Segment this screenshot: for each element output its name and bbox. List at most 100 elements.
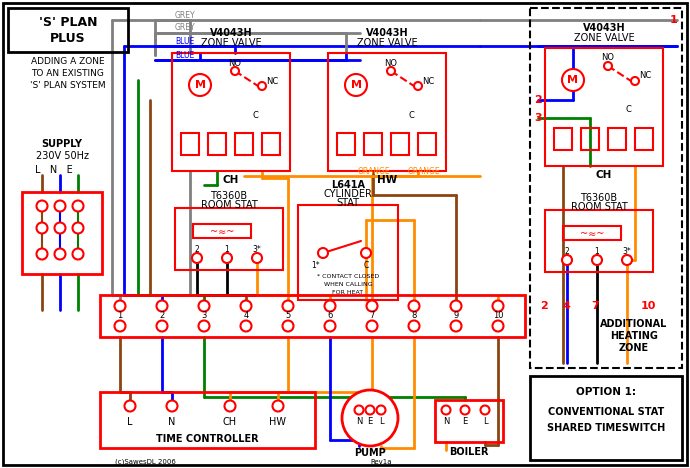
- Text: HW: HW: [377, 175, 397, 185]
- Circle shape: [241, 321, 251, 331]
- Text: PUMP: PUMP: [354, 448, 386, 458]
- Text: 6: 6: [327, 312, 333, 321]
- Text: L: L: [379, 417, 384, 426]
- Circle shape: [408, 300, 420, 312]
- Text: 1*: 1*: [312, 261, 320, 270]
- Text: N: N: [443, 417, 449, 426]
- Text: 3*: 3*: [622, 248, 631, 256]
- Text: BOILER: BOILER: [449, 447, 489, 457]
- Circle shape: [224, 401, 235, 411]
- Circle shape: [361, 248, 371, 258]
- Text: NC: NC: [422, 76, 434, 86]
- Text: 2: 2: [564, 248, 569, 256]
- Text: 'S' PLAN: 'S' PLAN: [39, 15, 97, 29]
- Bar: [563, 226, 621, 240]
- Text: CH: CH: [223, 417, 237, 427]
- Text: ADDING A ZONE: ADDING A ZONE: [31, 58, 105, 66]
- Text: STAT: STAT: [337, 198, 359, 208]
- Text: ZONE VALVE: ZONE VALVE: [573, 33, 634, 43]
- Circle shape: [366, 321, 377, 331]
- Bar: [391, 133, 409, 155]
- Text: 7: 7: [369, 312, 375, 321]
- Text: 9: 9: [453, 312, 459, 321]
- Text: M: M: [567, 75, 578, 85]
- Text: L: L: [483, 417, 487, 426]
- Bar: [175, 208, 283, 270]
- Circle shape: [366, 300, 377, 312]
- Text: 1: 1: [225, 246, 229, 255]
- Circle shape: [37, 222, 48, 234]
- Circle shape: [355, 405, 364, 415]
- Circle shape: [282, 321, 293, 331]
- Text: 4: 4: [562, 301, 570, 311]
- Circle shape: [604, 62, 612, 70]
- Text: 2: 2: [195, 246, 199, 255]
- Text: 4: 4: [244, 312, 248, 321]
- Text: GREY: GREY: [175, 23, 196, 32]
- Circle shape: [324, 321, 335, 331]
- Text: CYLINDER: CYLINDER: [324, 189, 373, 199]
- Text: * CONTACT CLOSED: * CONTACT CLOSED: [317, 275, 379, 279]
- Bar: [608, 128, 626, 150]
- Circle shape: [387, 67, 395, 75]
- Bar: [8, 8, 128, 52]
- Circle shape: [345, 74, 367, 96]
- Bar: [337, 133, 355, 155]
- Text: M: M: [195, 80, 206, 90]
- Text: ORANGE: ORANGE: [408, 168, 441, 176]
- Circle shape: [318, 248, 328, 258]
- Text: ZONE VALVE: ZONE VALVE: [357, 38, 417, 48]
- Text: HEATING: HEATING: [610, 331, 658, 341]
- Text: PLUS: PLUS: [50, 31, 86, 44]
- Text: V4043H: V4043H: [210, 28, 253, 38]
- Text: ZONE: ZONE: [619, 343, 649, 353]
- Text: HW: HW: [270, 417, 286, 427]
- Text: SUPPLY: SUPPLY: [41, 139, 83, 149]
- Circle shape: [72, 249, 83, 259]
- Text: 3*: 3*: [253, 246, 262, 255]
- Text: 'S' PLAN SYSTEM: 'S' PLAN SYSTEM: [30, 81, 106, 90]
- Bar: [193, 224, 251, 238]
- Circle shape: [166, 401, 177, 411]
- Text: TIME CONTROLLER: TIME CONTROLLER: [156, 434, 258, 444]
- Circle shape: [55, 222, 66, 234]
- Bar: [530, 376, 682, 460]
- Bar: [418, 133, 436, 155]
- Bar: [554, 128, 572, 150]
- Circle shape: [562, 69, 584, 91]
- Text: 2: 2: [159, 312, 165, 321]
- Circle shape: [631, 77, 639, 85]
- Text: 1: 1: [670, 15, 678, 25]
- Bar: [298, 205, 398, 300]
- Circle shape: [157, 321, 168, 331]
- Circle shape: [622, 255, 632, 265]
- Circle shape: [366, 405, 375, 415]
- Text: 10: 10: [493, 312, 503, 321]
- Circle shape: [37, 249, 48, 259]
- Bar: [635, 128, 653, 150]
- Text: ~≈~: ~≈~: [210, 226, 234, 236]
- Text: NO: NO: [228, 58, 242, 67]
- Text: C: C: [252, 110, 258, 119]
- Text: N: N: [356, 417, 362, 426]
- Text: WHEN CALLING: WHEN CALLING: [324, 283, 373, 287]
- Bar: [328, 53, 446, 171]
- Circle shape: [231, 67, 239, 75]
- Bar: [100, 392, 315, 448]
- Text: NO: NO: [384, 58, 397, 67]
- Circle shape: [480, 405, 489, 415]
- Bar: [235, 133, 253, 155]
- Circle shape: [282, 300, 293, 312]
- Text: 5: 5: [286, 312, 290, 321]
- Circle shape: [222, 253, 232, 263]
- Circle shape: [252, 253, 262, 263]
- Circle shape: [55, 200, 66, 212]
- Text: V4043H: V4043H: [582, 23, 625, 33]
- Circle shape: [258, 82, 266, 90]
- Circle shape: [442, 405, 451, 415]
- Circle shape: [199, 300, 210, 312]
- Text: GREY: GREY: [175, 10, 196, 20]
- Circle shape: [493, 300, 504, 312]
- Circle shape: [377, 405, 386, 415]
- Circle shape: [241, 300, 251, 312]
